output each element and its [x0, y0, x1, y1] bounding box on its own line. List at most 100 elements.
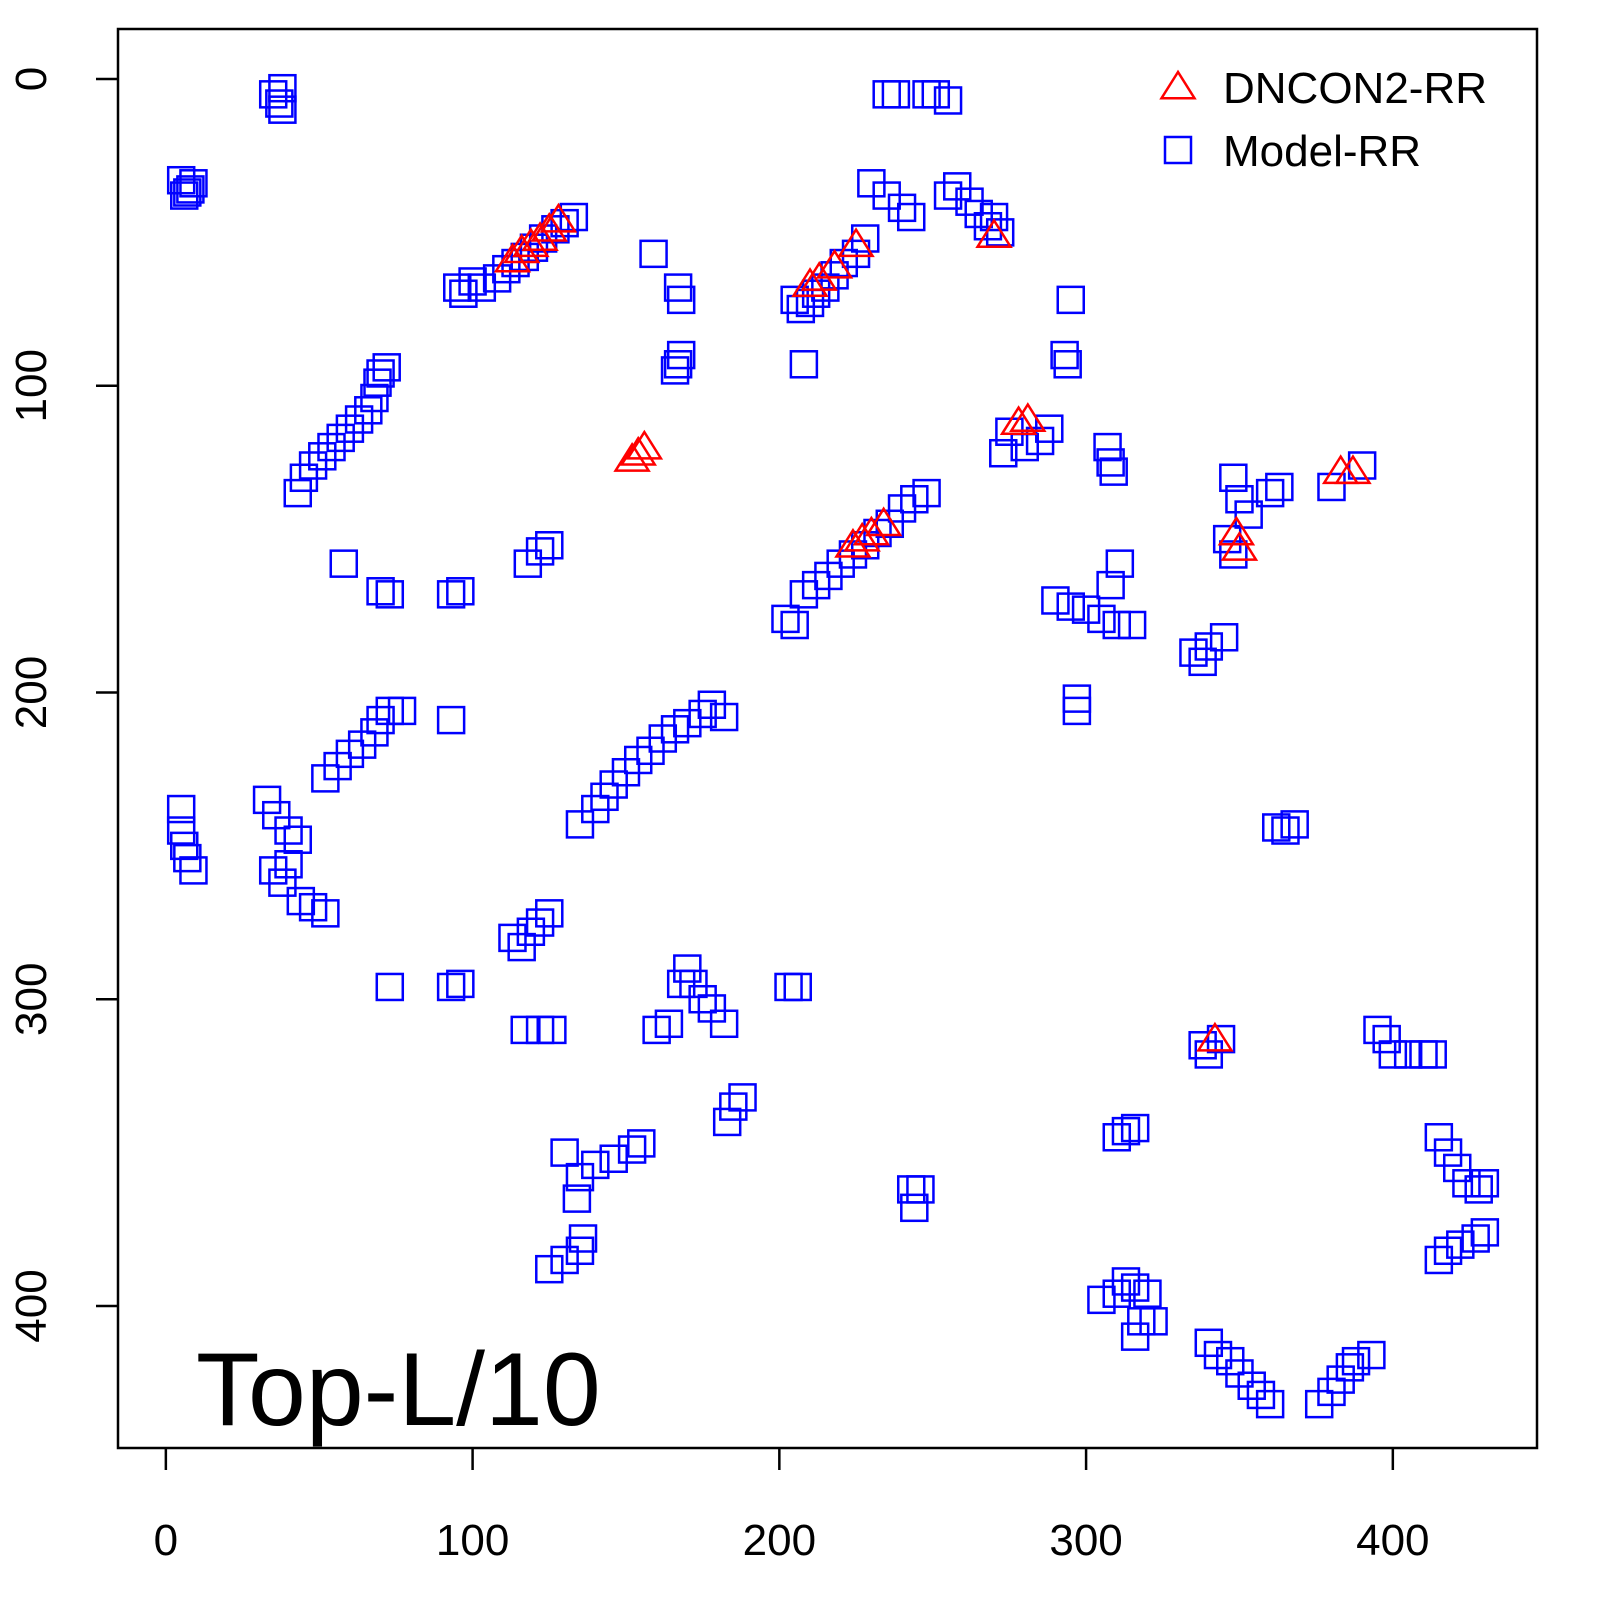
- point: [1470, 1169, 1500, 1198]
- point: [436, 972, 466, 1002]
- point: [1225, 484, 1254, 514]
- point: [1056, 592, 1085, 621]
- point: [366, 577, 395, 606]
- point: [1120, 1113, 1150, 1143]
- legend-label: Model-RR: [1223, 127, 1421, 176]
- point: [173, 178, 202, 207]
- point: [298, 451, 328, 480]
- point: [843, 521, 881, 552]
- point: [1409, 1040, 1438, 1069]
- point: [166, 816, 196, 845]
- point: [1099, 457, 1128, 486]
- point: [1418, 1040, 1447, 1069]
- point: [436, 580, 466, 609]
- point: [1334, 454, 1372, 485]
- point: [1093, 432, 1122, 462]
- point: [1217, 515, 1256, 546]
- point: [535, 531, 564, 560]
- point: [329, 549, 359, 578]
- point: [375, 972, 405, 1002]
- point: [979, 202, 1009, 232]
- point: [1105, 549, 1135, 578]
- point: [1209, 623, 1239, 652]
- point: [771, 604, 800, 634]
- point: [366, 359, 395, 388]
- point: [780, 285, 809, 315]
- point: [1206, 1024, 1236, 1054]
- point: [467, 273, 497, 302]
- point: [999, 405, 1038, 436]
- point: [363, 368, 392, 397]
- point: [335, 414, 365, 443]
- point: [1255, 1389, 1285, 1419]
- point: [166, 794, 196, 824]
- point: [562, 1184, 592, 1213]
- point: [617, 1135, 647, 1164]
- point: [1442, 1153, 1472, 1183]
- point: [1041, 586, 1070, 615]
- point: [360, 383, 389, 413]
- x-tick-label: 300: [1049, 1516, 1122, 1565]
- point: [1056, 285, 1085, 315]
- point: [512, 227, 550, 258]
- point: [258, 80, 288, 109]
- point: [252, 785, 282, 815]
- point: [525, 537, 555, 566]
- point: [1071, 595, 1101, 624]
- point: [1188, 647, 1217, 677]
- point: [1139, 1307, 1168, 1336]
- point: [326, 423, 355, 453]
- point: [170, 181, 199, 210]
- point: [850, 224, 880, 253]
- point: [783, 972, 812, 1002]
- point: [1179, 638, 1208, 667]
- point: [872, 80, 901, 109]
- x-tick-label: 0: [154, 1516, 178, 1565]
- point: [1196, 1021, 1234, 1052]
- point: [525, 908, 555, 937]
- point: [530, 211, 569, 242]
- point: [1087, 1285, 1116, 1315]
- point: [493, 242, 532, 273]
- point: [666, 969, 696, 999]
- point: [1111, 1116, 1141, 1146]
- point: [786, 294, 816, 324]
- point: [1102, 1123, 1132, 1152]
- point: [565, 810, 595, 839]
- point: [780, 610, 809, 640]
- point: [550, 1138, 579, 1167]
- point: [625, 429, 664, 460]
- point: [627, 1129, 656, 1158]
- point: [841, 239, 871, 269]
- point: [1188, 1030, 1217, 1060]
- point: [446, 969, 475, 999]
- point: [443, 273, 472, 302]
- point: [317, 432, 346, 462]
- point: [1393, 1040, 1423, 1069]
- point: [852, 515, 891, 546]
- point: [268, 73, 297, 103]
- x-tick-label: 100: [436, 1516, 509, 1565]
- point: [535, 899, 564, 928]
- point: [1262, 813, 1291, 842]
- point: [912, 478, 941, 508]
- point: [176, 175, 205, 204]
- point: [1357, 1340, 1386, 1370]
- point: [666, 340, 696, 370]
- point: [1378, 1040, 1408, 1069]
- point: [1265, 472, 1294, 502]
- point: [1009, 402, 1047, 432]
- point: [666, 285, 696, 315]
- point: [906, 1175, 935, 1204]
- point: [1050, 340, 1079, 370]
- point: [268, 868, 297, 897]
- point: [673, 708, 702, 738]
- point: [1470, 1218, 1500, 1247]
- point: [719, 1092, 748, 1121]
- point: [387, 696, 417, 726]
- point: [498, 923, 527, 953]
- point: [550, 208, 579, 238]
- point: [1062, 696, 1092, 726]
- point: [599, 1144, 628, 1173]
